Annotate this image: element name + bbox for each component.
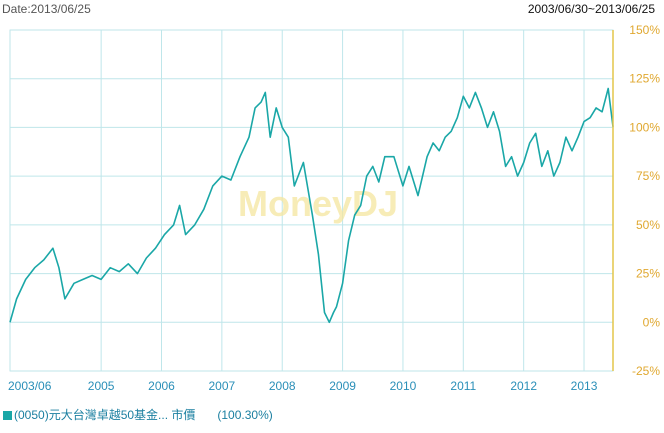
x-tick-label: 2010 [390, 379, 417, 393]
legend-value: (100.30%) [217, 408, 273, 422]
legend-swatch [3, 411, 12, 420]
x-tick-label: 2003/06 [8, 379, 52, 393]
legend-series-label: (0050)元大台灣卓越50基金... 市價 [14, 408, 196, 422]
x-tick-label: 2012 [510, 379, 537, 393]
x-tick-label: 2009 [329, 379, 356, 393]
series-line [9, 87, 614, 324]
legend: (0050)元大台灣卓越50基金... 市價 (100.30%) [3, 406, 273, 423]
x-tick-label: 2005 [88, 379, 115, 393]
y-tick-label: 75% [636, 169, 660, 183]
x-tick-label: 2011 [450, 379, 476, 393]
y-tick-label: 0% [643, 315, 661, 329]
x-tick-label: 2006 [148, 379, 175, 393]
x-axis-ticks: 2003/06 2005 2006 2007 2008 2009 2010 2011 2012 2… [8, 379, 598, 393]
watermark: MoneyDJ [238, 183, 398, 224]
date-label: Date:2013/06/25 [2, 2, 91, 16]
y-tick-label: 125% [629, 72, 660, 86]
y-tick-label: -25% [632, 364, 660, 378]
date-range-label: 2003/06/30~2013/06/25 [527, 2, 655, 16]
x-tick-label: 2008 [269, 379, 296, 393]
grid [9, 29, 613, 372]
x-tick-label: 2007 [209, 379, 236, 393]
y-tick-label: 100% [629, 120, 660, 134]
y-tick-label: 25% [636, 267, 660, 281]
y-tick-label: 150% [629, 23, 660, 37]
x-tick-label: 2013 [571, 379, 598, 393]
y-axis-ticks: -25% 0% 25% 50% 75% 100% 125% 150% [629, 23, 660, 378]
y-tick-label: 50% [636, 218, 660, 232]
